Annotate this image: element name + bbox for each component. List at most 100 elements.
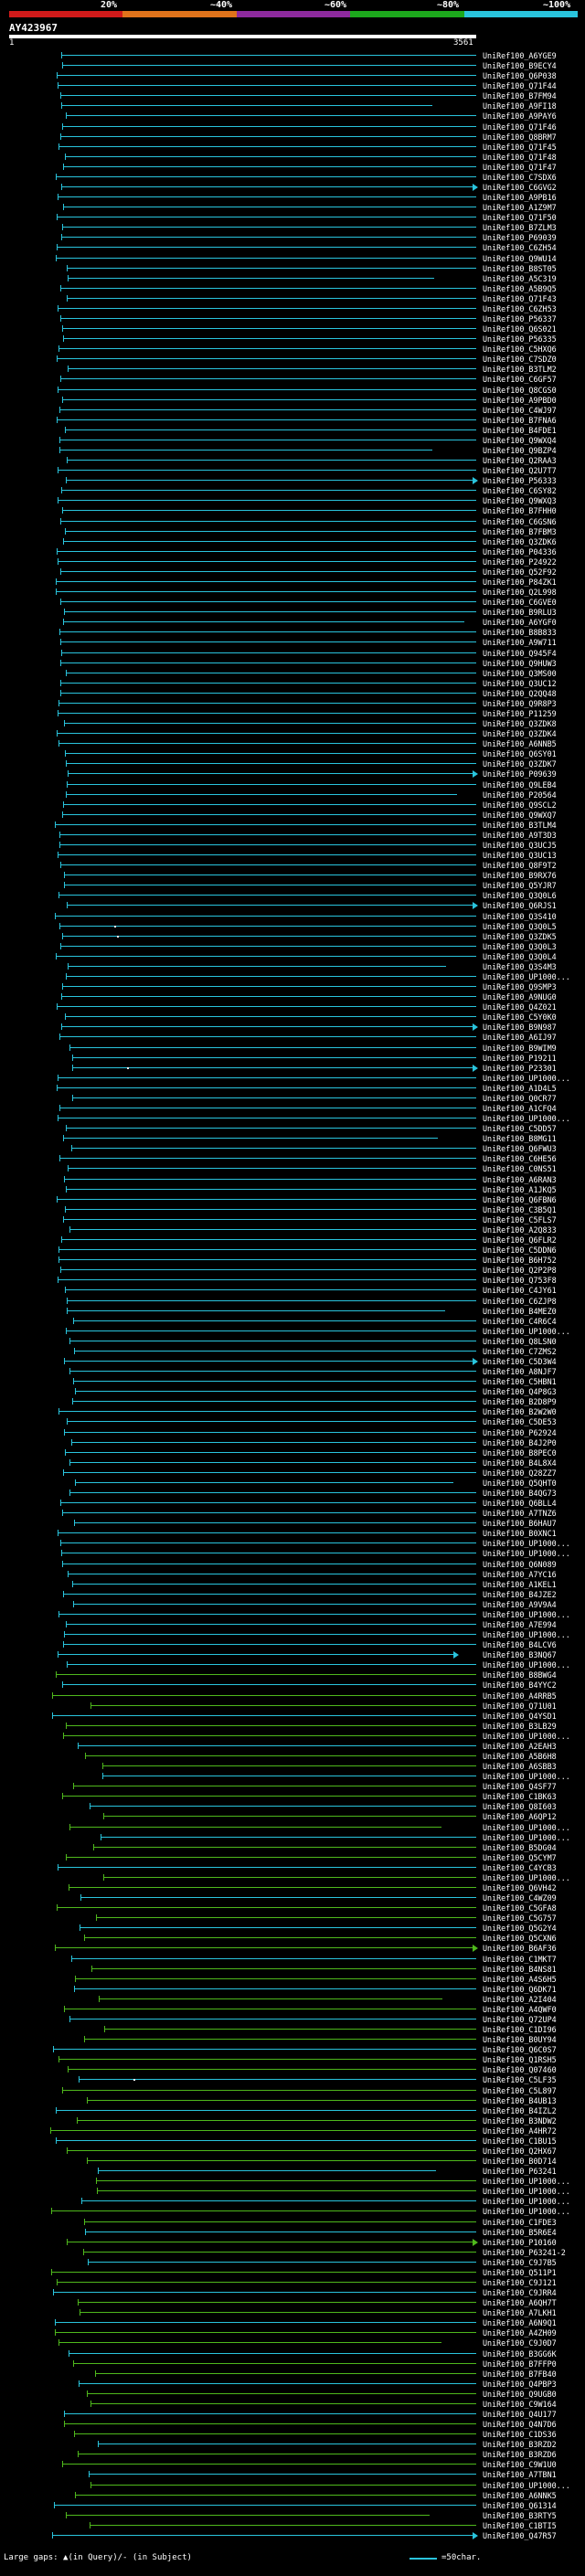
hit-link[interactable]: UniRef100_C6ZH54 xyxy=(483,243,557,253)
hit-link[interactable]: UniRef100_B7FNA6 xyxy=(483,415,557,425)
hit-link[interactable]: UniRef100_C6GSN6 xyxy=(483,516,557,526)
hit-link[interactable]: UniRef100_A9FI18 xyxy=(483,101,557,111)
hit-link[interactable]: UniRef100_Q945F4 xyxy=(483,648,557,658)
hit-link[interactable]: UniRef100_UP1000... xyxy=(483,2187,570,2197)
hit-link[interactable]: UniRef100_C5FLS7 xyxy=(483,1214,557,1224)
hit-link[interactable]: UniRef100_B2D8P9 xyxy=(483,1397,557,1407)
hit-link[interactable]: UniRef100_Q28ZZ7 xyxy=(483,1468,557,1478)
hit-link[interactable]: UniRef100_A4S6H5 xyxy=(483,1974,557,1984)
hit-link[interactable]: UniRef100_B4J2P0 xyxy=(483,1437,557,1447)
hit-link[interactable]: UniRef100_Q4N7D6 xyxy=(483,2420,557,2430)
hit-link[interactable]: UniRef100_B4LCV6 xyxy=(483,1640,557,1650)
hit-link[interactable]: UniRef100_UP1000... xyxy=(483,1822,570,1832)
hit-link[interactable]: UniRef100_B4UB13 xyxy=(483,2095,557,2105)
hit-link[interactable]: UniRef100_A9V9A4 xyxy=(483,1599,557,1609)
hit-link[interactable]: UniRef100_P63241-2 xyxy=(483,2247,566,2257)
hit-link[interactable]: UniRef100_UP1000... xyxy=(483,1114,570,1124)
hit-link[interactable]: UniRef100_UP1000... xyxy=(483,2480,570,2490)
hit-link[interactable]: UniRef100_Q6C0S7 xyxy=(483,2045,557,2055)
hit-link[interactable]: UniRef100_B0D714 xyxy=(483,2157,557,2167)
hit-link[interactable]: UniRef100_B9N987 xyxy=(483,1023,557,1033)
hit-link[interactable]: UniRef100_P20564 xyxy=(483,790,557,800)
hit-link[interactable]: UniRef100_B3TLM2 xyxy=(483,365,557,375)
hit-link[interactable]: UniRef100_A9T3D3 xyxy=(483,830,557,840)
hit-link[interactable]: UniRef100_A1JKQ5 xyxy=(483,1184,557,1194)
hit-link[interactable]: UniRef100_A9NUG0 xyxy=(483,992,557,1002)
hit-link[interactable]: UniRef100_Q8I603 xyxy=(483,1802,557,1812)
hit-link[interactable]: UniRef100_Q511P1 xyxy=(483,2267,557,2277)
hit-link[interactable]: UniRef100_C0NS51 xyxy=(483,1164,557,1174)
hit-link[interactable]: UniRef100_Q2P2P8 xyxy=(483,1266,557,1276)
hit-link[interactable]: UniRef100_Q9WXQ7 xyxy=(483,810,557,820)
hit-link[interactable]: UniRef100_Q9R8P3 xyxy=(483,698,557,708)
hit-link[interactable]: UniRef100_P84ZK1 xyxy=(483,578,557,588)
hit-link[interactable]: UniRef100_C1MKT7 xyxy=(483,1954,557,1964)
hit-link[interactable]: UniRef100_C6ZH53 xyxy=(483,303,557,313)
hit-link[interactable]: UniRef100_C9W1U0 xyxy=(483,2460,557,2470)
hit-link[interactable]: UniRef100_C7ZMS2 xyxy=(483,1346,557,1356)
hit-link[interactable]: UniRef100_A4ZH09 xyxy=(483,2328,557,2338)
hit-link[interactable]: UniRef100_A6NNB5 xyxy=(483,739,557,749)
hit-link[interactable]: UniRef100_Q71F48 xyxy=(483,152,557,162)
hit-link[interactable]: UniRef100_B7ZLM3 xyxy=(483,223,557,233)
hit-link[interactable]: UniRef100_A5B6H8 xyxy=(483,1751,557,1761)
hit-link[interactable]: UniRef100_Q9UGB0 xyxy=(483,2389,557,2399)
hit-link[interactable]: UniRef100_UP1000... xyxy=(483,2197,570,2207)
hit-link[interactable]: UniRef100_C5HBN1 xyxy=(483,1377,557,1387)
hit-link[interactable]: UniRef100_Q3ZDK7 xyxy=(483,759,557,769)
hit-link[interactable]: UniRef100_Q4Z021 xyxy=(483,1002,557,1012)
hit-link[interactable]: UniRef100_Q753F8 xyxy=(483,1276,557,1286)
hit-link[interactable]: UniRef100_Q71U01 xyxy=(483,1701,557,1711)
hit-link[interactable]: UniRef100_Q71F50 xyxy=(483,213,557,223)
hit-link[interactable]: UniRef100_B5R6E4 xyxy=(483,2227,557,2237)
hit-link[interactable]: UniRef100_C1DS36 xyxy=(483,2430,557,2440)
hit-link[interactable]: UniRef100_A8NJF7 xyxy=(483,1367,557,1377)
hit-link[interactable]: UniRef100_UP1000... xyxy=(483,1731,570,1741)
hit-link[interactable]: UniRef100_UP1000... xyxy=(483,1772,570,1782)
hit-link[interactable]: UniRef100_B0UY94 xyxy=(483,2035,557,2045)
hit-link[interactable]: UniRef100_Q3Q0L5 xyxy=(483,921,557,931)
hit-link[interactable]: UniRef100_Q2QQ48 xyxy=(483,688,557,698)
hit-link[interactable]: UniRef100_A7TNZ6 xyxy=(483,1509,557,1519)
hit-link[interactable]: UniRef100_Q4SF77 xyxy=(483,1782,557,1792)
hit-link[interactable]: UniRef100_Q3ZDK8 xyxy=(483,719,557,729)
hit-link[interactable]: UniRef100_Q71F47 xyxy=(483,162,557,172)
hit-link[interactable]: UniRef100_Q5QHT0 xyxy=(483,1478,557,1488)
hit-link[interactable]: UniRef100_B7FBM3 xyxy=(483,526,557,536)
hit-link[interactable]: UniRef100_P09639 xyxy=(483,769,557,779)
hit-link[interactable]: UniRef100_Q5G2Y4 xyxy=(483,1924,557,1934)
hit-link[interactable]: UniRef100_C6GF57 xyxy=(483,375,557,385)
hit-link[interactable]: UniRef100_Q8LSN0 xyxy=(483,1336,557,1346)
hit-link[interactable]: UniRef100_B4MEZ0 xyxy=(483,1306,557,1316)
hit-link[interactable]: UniRef100_UP1000... xyxy=(483,1326,570,1336)
hit-link[interactable]: UniRef100_A6YGE9 xyxy=(483,51,557,60)
hit-link[interactable]: UniRef100_A6SBB3 xyxy=(483,1762,557,1772)
hit-link[interactable]: UniRef100_B6HAU7 xyxy=(483,1519,557,1529)
hit-link[interactable]: UniRef100_B0XNC1 xyxy=(483,1529,557,1539)
hit-link[interactable]: UniRef100_C5DE53 xyxy=(483,1417,557,1427)
hit-link[interactable]: UniRef100_Q47R57 xyxy=(483,2530,557,2540)
hit-link[interactable]: UniRef100_C6ZJP8 xyxy=(483,1296,557,1306)
hit-link[interactable]: UniRef100_A6RAN3 xyxy=(483,1174,557,1184)
hit-link[interactable]: UniRef100_A4RRB5 xyxy=(483,1691,557,1701)
hit-link[interactable]: UniRef100_C7SDX6 xyxy=(483,172,557,182)
hit-link[interactable]: UniRef100_A9W711 xyxy=(483,638,557,648)
hit-link[interactable]: UniRef100_Q4PBP3 xyxy=(483,2379,557,2389)
hit-link[interactable]: UniRef100_A4HR72 xyxy=(483,2125,557,2136)
hit-link[interactable]: UniRef100_Q9SCL2 xyxy=(483,800,557,810)
hit-link[interactable]: UniRef100_Q6FLR2 xyxy=(483,1235,557,1246)
hit-link[interactable]: UniRef100_B7FB40 xyxy=(483,2369,557,2379)
hit-link[interactable]: UniRef100_Q3ZDK6 xyxy=(483,536,557,546)
hit-link[interactable]: UniRef100_UP1000... xyxy=(483,972,570,982)
hit-link[interactable]: UniRef100_Q3S4M3 xyxy=(483,961,557,971)
hit-link[interactable]: UniRef100_B6AF36 xyxy=(483,1944,557,1954)
hit-link[interactable]: UniRef100_Q3MS00 xyxy=(483,668,557,678)
hit-link[interactable]: UniRef100_Q3S410 xyxy=(483,911,557,921)
hit-link[interactable]: UniRef100_B3RTY5 xyxy=(483,2510,557,2520)
hit-link[interactable]: UniRef100_B4QG73 xyxy=(483,1488,557,1498)
hit-link[interactable]: UniRef100_Q6S021 xyxy=(483,324,557,334)
hit-link[interactable]: UniRef100_B2W2W0 xyxy=(483,1407,557,1417)
hit-link[interactable]: UniRef100_B6H752 xyxy=(483,1256,557,1266)
hit-link[interactable]: UniRef100_Q9LEB4 xyxy=(483,779,557,790)
hit-link[interactable]: UniRef100_C6GVE0 xyxy=(483,598,557,608)
